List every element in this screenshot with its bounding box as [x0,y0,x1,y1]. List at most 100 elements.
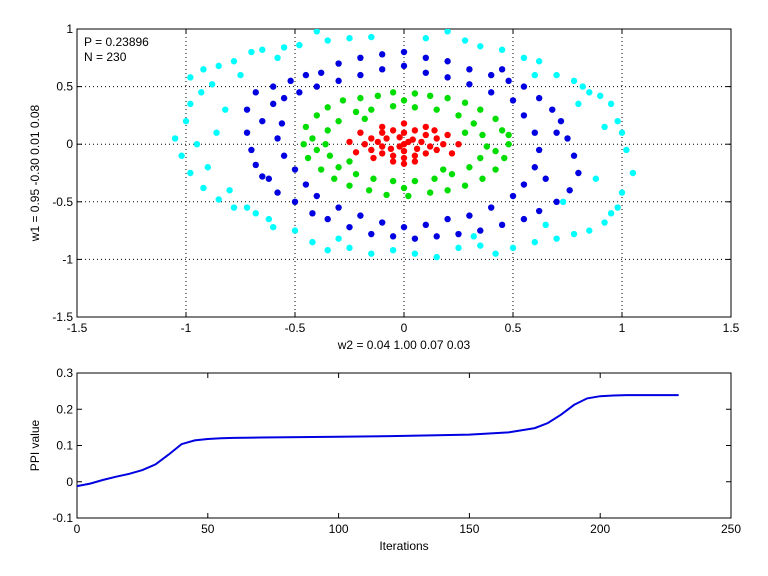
scatter-point [509,192,517,200]
scatter-point [607,210,615,217]
scatter-point [346,158,353,165]
scatter-point [252,89,259,96]
scatter-point [379,219,386,226]
scatter-point [335,117,342,125]
scatter-point [389,246,397,254]
scatter-point [400,160,408,167]
scatter-points [171,29,637,261]
scatter-point [280,94,288,102]
scatter-point [352,170,360,178]
scatter-point [291,227,299,234]
scatter-point [418,138,425,146]
scatter-point [592,175,600,182]
scatter-point [280,152,288,159]
scatter-point [296,89,303,96]
scatter-point [222,106,229,113]
scatter-point [252,161,259,169]
scatter-point [553,235,560,242]
scatter-point [400,120,408,127]
series-line [76,394,679,488]
scatter-point [346,223,353,231]
scatter-point [614,117,621,125]
scatter-point [317,69,325,76]
scatter-point [477,242,484,249]
scatter-point [278,120,286,127]
scatter-point [422,123,429,131]
scatter-point [498,127,506,134]
scatter-point [274,54,281,61]
scatter-point [265,175,273,182]
scatter-point [531,164,538,171]
scatter-point [361,115,368,123]
scatter-point [379,66,386,73]
scatter-point [335,204,342,211]
scatter-point [400,97,408,104]
x-tick-label: 0 [401,321,408,335]
scatter-point [520,54,528,61]
scatter-point [492,115,499,123]
scatter-point [379,51,386,58]
scatter-point [335,77,342,85]
scatter-point [230,204,238,211]
scatter-point [411,152,419,159]
scatter-point [570,77,578,85]
scatter-point [248,48,255,56]
y-tick-label: -0.1 [52,511,73,525]
x-axis-label: Iterations [379,539,428,553]
scatter-point [396,134,403,141]
y-axis-label: w1 = 0.95 -0.30 0.01 0.08 [28,104,42,242]
scatter-point [389,102,397,110]
scatter-point [422,131,429,139]
scatter-point [270,100,277,108]
scatter-point [520,215,528,223]
scatter-point [426,143,434,150]
scatter-point [213,129,220,136]
y-tick-label: 0.5 [56,80,73,94]
scatter-point [601,123,608,131]
scatter-point [324,37,331,44]
scatter-point [389,158,397,165]
scatter-point [400,147,408,155]
scatter-point [365,187,373,194]
scatter-point [259,46,266,53]
scatter-point [444,58,451,65]
scatter-point [200,66,207,73]
scatter-point [535,207,543,215]
scatter-point [492,166,499,173]
scatter-point [479,175,486,182]
scatter-point [379,143,386,150]
scatter-point [302,123,310,131]
scatter-point [535,58,543,65]
scatter-point [389,89,397,96]
scatter-point [570,230,578,238]
x-tick-label: 0 [74,522,81,536]
scatter-point [575,169,582,177]
scatter-point [352,149,360,156]
scatter-point [422,150,429,157]
scatter-point [370,175,377,182]
scatter-point [317,166,325,173]
scatter-point [433,146,440,154]
scatter-point [470,233,477,240]
scatter-point [370,154,377,162]
scatter-point [618,189,626,196]
scatter-point [357,212,364,219]
scatter-point [431,175,438,182]
scatter-point [535,146,543,154]
scatter-point [389,127,397,134]
scatter-point [313,112,320,119]
scatter-point [313,146,320,154]
scatter-point [309,135,316,142]
scatter-point [535,94,543,102]
scatter-point [492,250,499,257]
scatter-point [444,187,451,194]
scatter-point [509,244,517,252]
scatter-point [549,106,556,113]
scatter-point [433,106,440,113]
scatter-point [411,177,419,185]
scatter-point [291,166,299,173]
scatter-point [505,131,512,139]
scatter-point [553,71,560,79]
scatter-point [411,235,419,242]
